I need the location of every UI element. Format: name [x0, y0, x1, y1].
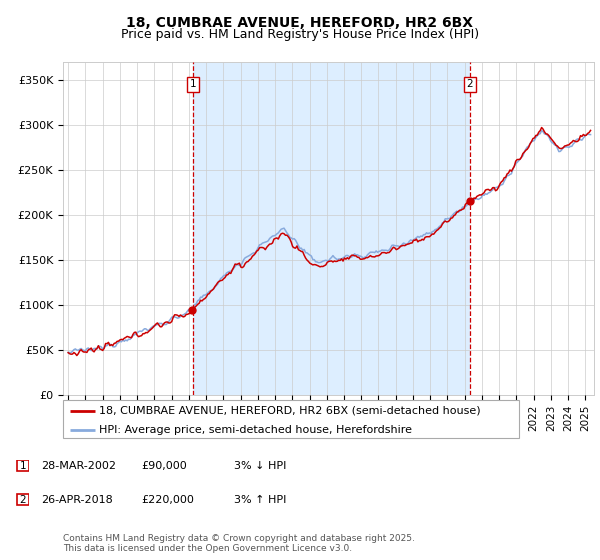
Bar	[193, 62, 470, 395]
Text: 18, CUMBRAE AVENUE, HEREFORD, HR2 6BX (semi-detached house): 18, CUMBRAE AVENUE, HEREFORD, HR2 6BX (s…	[100, 405, 481, 416]
Text: 1: 1	[190, 79, 196, 89]
Text: Price paid vs. HM Land Registry's House Price Index (HPI): Price paid vs. HM Land Registry's House …	[121, 28, 479, 41]
Text: 26-APR-2018: 26-APR-2018	[41, 494, 113, 505]
Text: 1: 1	[19, 461, 26, 471]
Text: 28-MAR-2002: 28-MAR-2002	[41, 461, 116, 471]
Text: £90,000: £90,000	[141, 461, 187, 471]
Text: 2: 2	[467, 79, 473, 89]
Text: 2: 2	[19, 494, 26, 505]
Text: 3% ↓ HPI: 3% ↓ HPI	[234, 461, 286, 471]
Text: Contains HM Land Registry data © Crown copyright and database right 2025.
This d: Contains HM Land Registry data © Crown c…	[63, 534, 415, 553]
Text: £220,000: £220,000	[141, 494, 194, 505]
Text: HPI: Average price, semi-detached house, Herefordshire: HPI: Average price, semi-detached house,…	[100, 424, 412, 435]
Text: 3% ↑ HPI: 3% ↑ HPI	[234, 494, 286, 505]
Text: 18, CUMBRAE AVENUE, HEREFORD, HR2 6BX: 18, CUMBRAE AVENUE, HEREFORD, HR2 6BX	[127, 16, 473, 30]
